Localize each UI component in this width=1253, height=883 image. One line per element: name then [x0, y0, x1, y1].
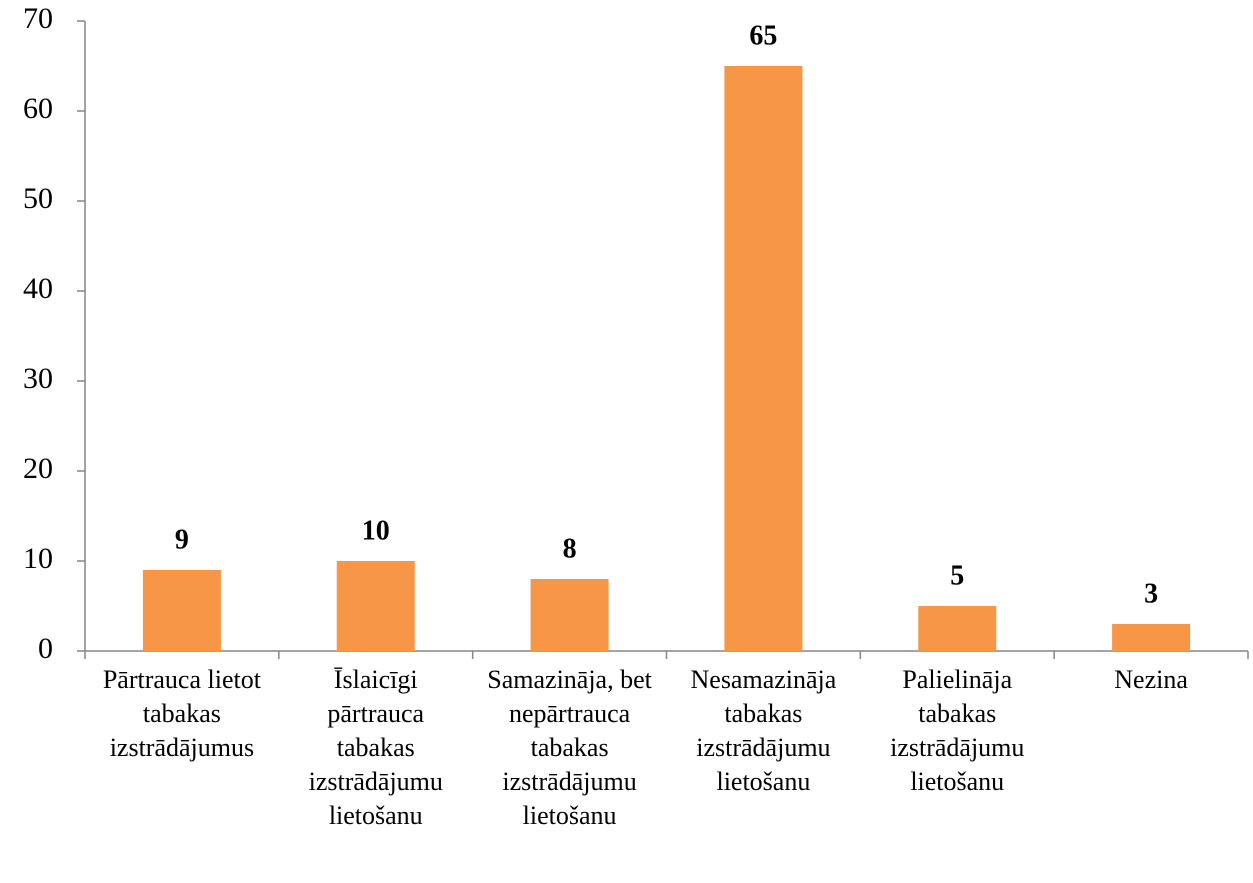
x-tick-label: Nesamazināja tabakas izstrādājumu lietoš… [690, 665, 837, 796]
y-tick-label: 50 [23, 182, 53, 215]
y-tick-label: 40 [23, 272, 53, 305]
bar [530, 579, 609, 651]
bar [1112, 624, 1191, 651]
y-tick-label: 60 [23, 92, 53, 125]
bar [724, 66, 803, 651]
y-tick-label: 0 [38, 632, 53, 665]
data-label: 3 [1144, 578, 1158, 609]
bar [918, 606, 997, 651]
data-label: 10 [362, 515, 390, 546]
y-tick-label: 70 [23, 2, 53, 35]
y-tick-label: 10 [23, 542, 53, 575]
y-tick-label: 20 [23, 452, 53, 485]
bar [336, 561, 415, 651]
bar [142, 570, 221, 651]
x-tick-label: Īslaicīgi pārtrauca tabakas izstrādājumu… [308, 665, 443, 830]
x-tick-label: Palielināja tabakas izstrādājumu lietoša… [890, 665, 1025, 796]
data-label: 65 [749, 20, 777, 51]
data-label: 5 [950, 560, 964, 591]
x-tick-label: Samazināja, bet nepārtrauca tabakas izst… [487, 665, 652, 830]
x-tick-label: Nezina [1114, 665, 1188, 694]
data-label: 9 [175, 524, 189, 555]
x-tick-label: Pārtrauca lietot tabakas izstrādājumus [102, 665, 261, 762]
y-tick-label: 30 [23, 362, 53, 395]
data-label: 8 [563, 533, 577, 564]
